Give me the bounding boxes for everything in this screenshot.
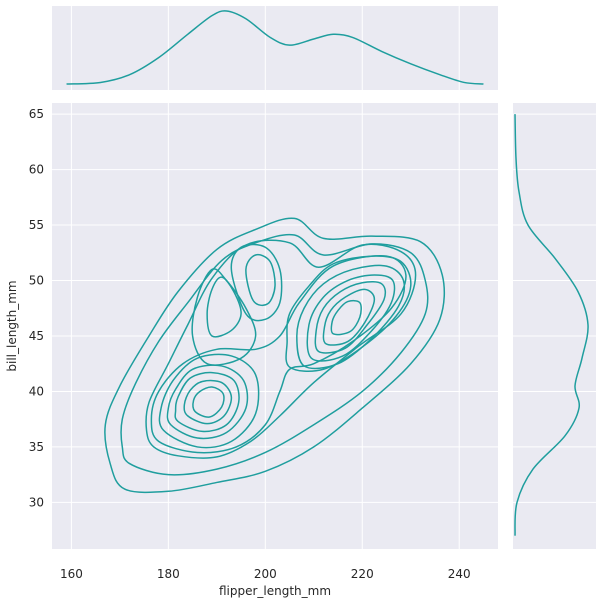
y-tick-label: 30 [29, 495, 44, 509]
kde-contour-line [145, 239, 417, 459]
kde-contour-line [158, 353, 260, 449]
marginal-x-density-curve [66, 10, 484, 85]
y-axis-label: bill_length_mm [5, 280, 19, 371]
marginal-y-density-curve [514, 114, 589, 536]
kde-contour-line [322, 288, 376, 346]
joint-panel-background [52, 103, 498, 549]
x-tick-label: 240 [448, 567, 471, 581]
kde-contour-line [245, 253, 276, 307]
kde-contour-line [306, 274, 396, 362]
kde-contour-line [330, 299, 362, 336]
y-tick-label: 40 [29, 384, 44, 398]
y-tick-label: 50 [29, 274, 44, 288]
x-tick-label: 160 [60, 567, 83, 581]
x-tick-label: 220 [351, 567, 374, 581]
kde-contours [104, 217, 446, 494]
y-tick-label: 35 [29, 440, 44, 454]
marginal-y-grid [513, 113, 596, 503]
marginal-x-panel-background [52, 6, 498, 90]
kde-contour-line [166, 364, 249, 440]
kde-contour-line [230, 243, 283, 322]
kde-contour-line [206, 276, 242, 338]
kde-contour-line [150, 255, 407, 454]
kde-contour-line [174, 371, 240, 433]
marginal-x-grid [70, 6, 460, 90]
kde-contour-line [192, 386, 225, 418]
y-tick-label: 45 [29, 329, 44, 343]
kde-contour-line [183, 379, 233, 425]
kde-contour-line [296, 264, 406, 370]
kde-contour-line [104, 217, 446, 494]
marginal-y-panel-background [513, 103, 596, 549]
y-tick-label: 55 [29, 218, 44, 232]
kde-contour-line [314, 281, 387, 354]
y-tick-label: 60 [29, 163, 44, 177]
x-tick-label: 200 [254, 567, 277, 581]
x-tick-label: 180 [157, 567, 180, 581]
x-axis-label: flipper_length_mm [219, 584, 331, 598]
y-tick-labels: 30 35 40 45 50 55 60 65 [29, 107, 44, 509]
y-tick-label: 65 [29, 107, 44, 121]
x-tick-labels: 160 180 200 220 240 [60, 567, 471, 581]
